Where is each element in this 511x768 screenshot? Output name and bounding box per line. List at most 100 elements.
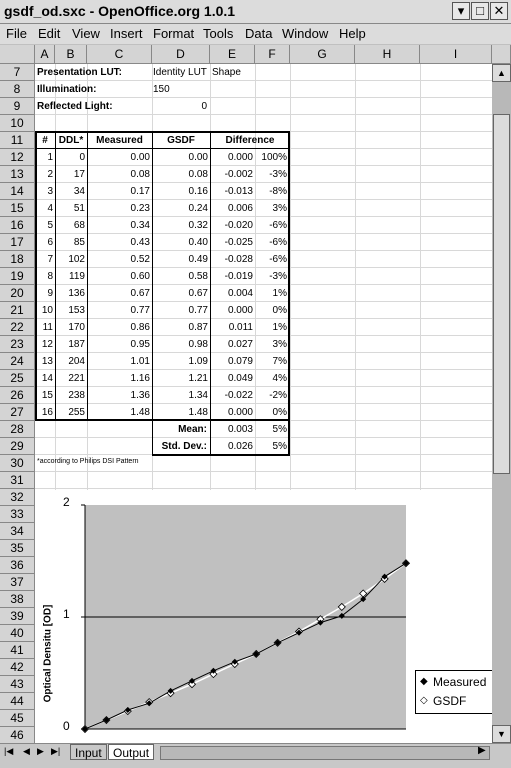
column-header-e[interactable]: E: [210, 45, 255, 64]
menu-window[interactable]: Window: [282, 26, 329, 41]
reflected-light-value: 0: [201, 101, 207, 112]
row-header[interactable]: 13: [0, 166, 35, 183]
row-header[interactable]: 33: [0, 506, 35, 523]
row-header[interactable]: 25: [0, 370, 35, 387]
y-tick-1: 1: [63, 607, 70, 621]
menu-insert[interactable]: Insert: [110, 26, 143, 41]
row-header[interactable]: 17: [0, 234, 35, 251]
gridline-vertical: [420, 64, 421, 490]
menu-help[interactable]: Help: [339, 26, 366, 41]
cell-gsdf: 0.08: [188, 169, 208, 180]
row-header[interactable]: 20: [0, 285, 35, 302]
row-header[interactable]: 45: [0, 710, 35, 727]
cell-ddl: 68: [73, 220, 85, 231]
row-header[interactable]: 44: [0, 693, 35, 710]
row-header[interactable]: 23: [0, 336, 35, 353]
cell-gsdf: 0.98: [188, 339, 208, 350]
row-header[interactable]: 16: [0, 217, 35, 234]
tab-input[interactable]: Input: [70, 744, 107, 760]
close-button[interactable]: ✕: [490, 2, 508, 20]
menu-tools[interactable]: Tools: [203, 26, 234, 41]
column-header-b[interactable]: B: [55, 45, 87, 64]
last-sheet-arrow-icon[interactable]: ▶|: [51, 746, 61, 756]
table-column-divider: [210, 131, 211, 421]
tab-output[interactable]: Output: [108, 744, 155, 760]
row-header[interactable]: 8: [0, 81, 35, 98]
menu-file[interactable]: File: [6, 26, 27, 41]
sheet-grid[interactable]: Presentation LUT: Identity LUT Shape Ill…: [35, 64, 492, 743]
row-header[interactable]: 42: [0, 659, 35, 676]
column-header-g[interactable]: G: [290, 45, 355, 64]
row-header[interactable]: 37: [0, 574, 35, 591]
row-header[interactable]: 7: [0, 64, 35, 81]
menu-edit[interactable]: Edit: [38, 26, 61, 41]
cell-measured: 0.77: [130, 305, 150, 316]
select-all-corner[interactable]: [0, 45, 35, 64]
cell-diff-pct: -8%: [269, 186, 287, 197]
row-header[interactable]: 43: [0, 676, 35, 693]
row-header[interactable]: 41: [0, 642, 35, 659]
row-header[interactable]: 15: [0, 200, 35, 217]
row-header[interactable]: 22: [0, 319, 35, 336]
column-header-a[interactable]: A: [35, 45, 55, 64]
scroll-up-arrow-icon[interactable]: ▲: [492, 64, 511, 82]
cell-measured: 1.01: [130, 356, 150, 367]
row-header[interactable]: 14: [0, 183, 35, 200]
menu-view[interactable]: View: [72, 26, 100, 41]
row-header[interactable]: 38: [0, 591, 35, 608]
table-header-underline: [35, 148, 290, 149]
prev-sheet-arrow-icon[interactable]: ◀: [23, 746, 30, 756]
row-header[interactable]: 24: [0, 353, 35, 370]
row-header[interactable]: 35: [0, 540, 35, 557]
row-header[interactable]: 28: [0, 421, 35, 438]
column-header-c[interactable]: C: [87, 45, 152, 64]
cell-gsdf: 0.49: [188, 254, 208, 265]
minimize-button[interactable]: ▾: [452, 2, 470, 20]
row-header[interactable]: 40: [0, 625, 35, 642]
column-header-h[interactable]: H: [355, 45, 420, 64]
first-sheet-arrow-icon[interactable]: |◀: [4, 746, 14, 756]
gridline-horizontal: [35, 403, 492, 404]
row-header[interactable]: 31: [0, 472, 35, 489]
row-header[interactable]: 18: [0, 251, 35, 268]
lut-extra: Shape: [212, 67, 241, 78]
vertical-scrollbar[interactable]: ▲ ▼: [492, 64, 511, 743]
maximize-button[interactable]: □: [471, 2, 489, 20]
column-header-d[interactable]: D: [152, 45, 210, 64]
measured-point: [167, 687, 174, 694]
cell-diff-pct: 100%: [261, 152, 287, 163]
menu-format[interactable]: Format: [153, 26, 195, 41]
row-header[interactable]: 26: [0, 387, 35, 404]
scrollbar-thumb[interactable]: [493, 114, 510, 474]
cell-index: 14: [41, 373, 53, 384]
menu-data[interactable]: Data: [245, 26, 273, 41]
row-header[interactable]: 19: [0, 268, 35, 285]
next-sheet-arrow-icon[interactable]: ▶: [37, 746, 44, 756]
horizontal-scrollbar[interactable]: [160, 746, 490, 760]
summary-border-bottom: [152, 454, 290, 456]
row-header[interactable]: 34: [0, 523, 35, 540]
cell-gsdf: 0.32: [188, 220, 208, 231]
scroll-down-arrow-icon[interactable]: ▼: [492, 725, 511, 743]
row-header[interactable]: 30: [0, 455, 35, 472]
row-header[interactable]: 10: [0, 115, 35, 132]
row-header[interactable]: 36: [0, 557, 35, 574]
cell-diff-abs: 0.006: [227, 203, 253, 214]
column-header-i[interactable]: I: [420, 45, 492, 64]
row-header[interactable]: 12: [0, 149, 35, 166]
row-header[interactable]: 9: [0, 98, 35, 115]
column-header-f[interactable]: F: [255, 45, 290, 64]
row-header[interactable]: 27: [0, 404, 35, 421]
legend-gsdf-icon: ◇: [420, 695, 428, 706]
scroll-right-arrow-icon[interactable]: ▶: [478, 745, 486, 756]
std-dev-pct: 5%: [272, 441, 287, 452]
row-header[interactable]: 29: [0, 438, 35, 455]
row-header[interactable]: 11: [0, 132, 35, 149]
chart-area[interactable]: 2 1 0 Optical Densitu [OD] ◆ Measured ◇ …: [35, 490, 492, 743]
row-header[interactable]: 21: [0, 302, 35, 319]
cell-measured: 1.16: [130, 373, 150, 384]
row-header[interactable]: 32: [0, 489, 35, 506]
row-header[interactable]: 39: [0, 608, 35, 625]
row-header[interactable]: 46: [0, 727, 35, 744]
gridline-horizontal: [35, 318, 492, 319]
